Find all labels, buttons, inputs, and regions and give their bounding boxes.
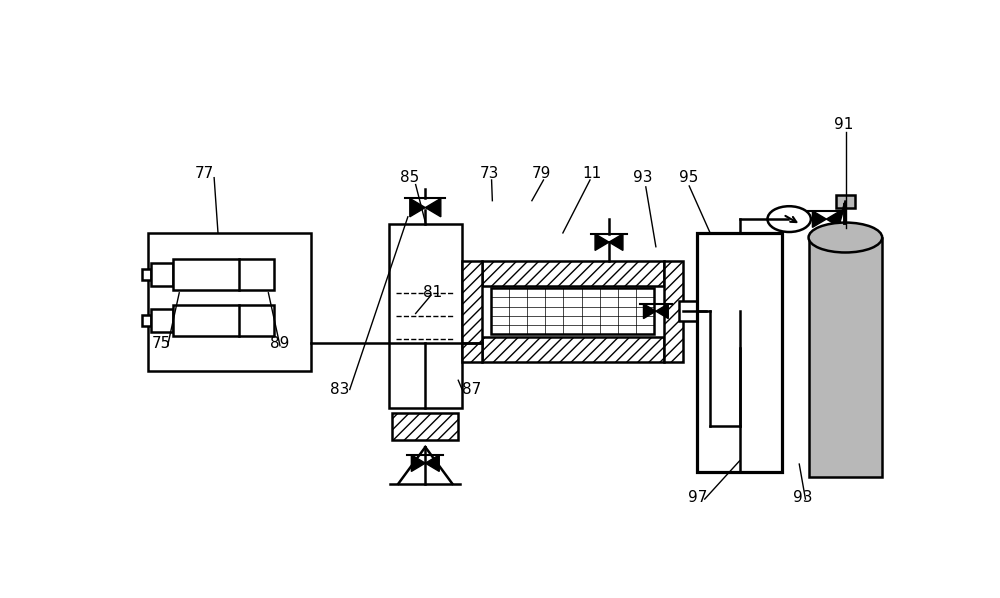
Bar	[679, 301, 698, 321]
Text: 81: 81	[423, 285, 443, 300]
Bar	[482, 337, 664, 362]
Bar	[142, 269, 151, 280]
Bar	[392, 413, 458, 440]
Text: 77: 77	[195, 166, 214, 181]
Bar	[482, 261, 664, 286]
Polygon shape	[656, 304, 668, 319]
Text: 93: 93	[633, 170, 652, 185]
Polygon shape	[411, 455, 425, 471]
Bar	[151, 263, 173, 286]
Bar	[697, 233, 782, 472]
Bar	[388, 224, 462, 408]
Text: 97: 97	[688, 490, 707, 505]
Text: 73: 73	[480, 166, 499, 181]
Polygon shape	[609, 234, 623, 251]
Text: 79: 79	[532, 166, 551, 181]
Polygon shape	[826, 211, 840, 227]
Text: 93: 93	[793, 490, 813, 505]
Bar	[142, 315, 151, 326]
Bar	[664, 261, 683, 362]
Polygon shape	[595, 234, 609, 251]
Polygon shape	[410, 199, 425, 217]
Bar	[491, 288, 654, 334]
Bar	[148, 233, 311, 371]
Bar	[151, 309, 173, 332]
Text: 95: 95	[679, 170, 698, 185]
Bar	[173, 259, 274, 289]
Circle shape	[767, 206, 811, 232]
Bar	[836, 195, 855, 208]
Bar	[809, 237, 882, 477]
Bar	[462, 261, 482, 362]
Text: 89: 89	[270, 336, 289, 351]
Bar	[173, 305, 274, 335]
Text: 85: 85	[400, 170, 419, 185]
Polygon shape	[812, 211, 826, 227]
Polygon shape	[643, 304, 656, 319]
Text: 91: 91	[834, 117, 854, 132]
Text: 11: 11	[582, 166, 602, 181]
Text: 83: 83	[330, 382, 350, 397]
Polygon shape	[425, 455, 439, 471]
Polygon shape	[425, 199, 441, 217]
Ellipse shape	[809, 222, 882, 252]
Text: 87: 87	[462, 382, 481, 397]
Text: 75: 75	[152, 336, 171, 351]
